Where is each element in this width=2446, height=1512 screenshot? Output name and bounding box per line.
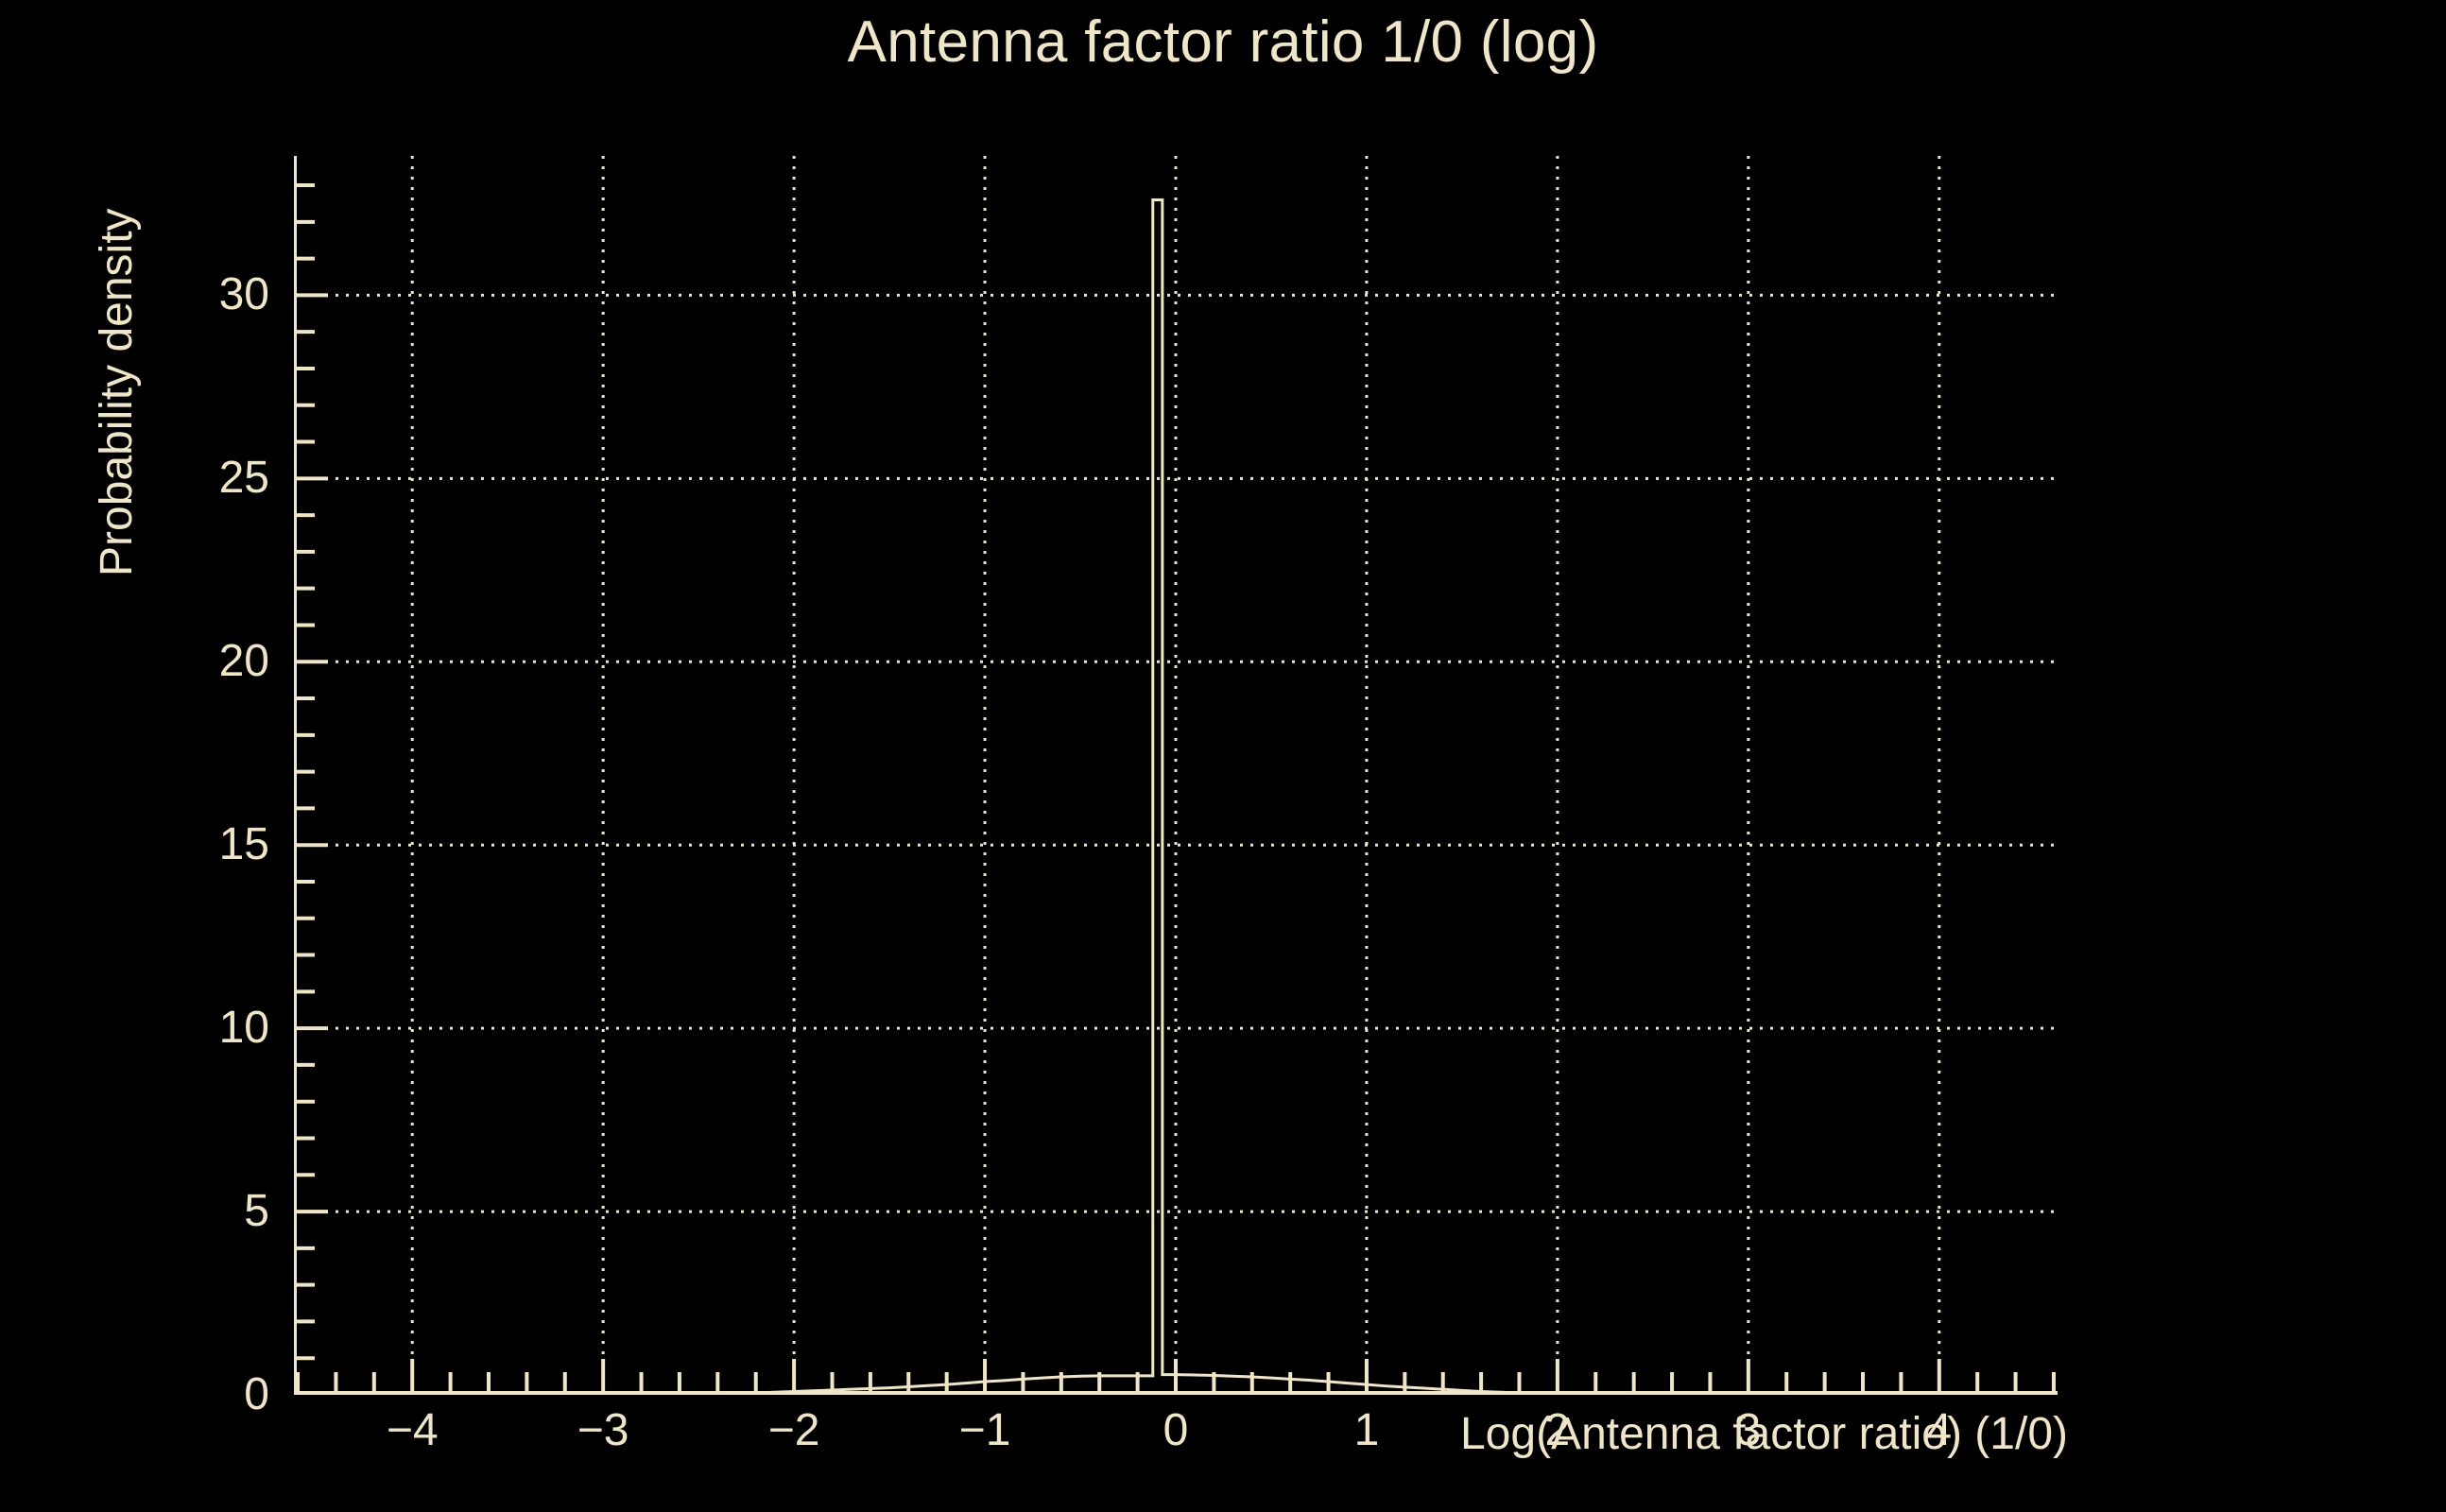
x-tick-label: −4: [386, 1405, 439, 1455]
data-series-0: [294, 198, 2058, 1395]
page-title: Antenna factor ratio 1/0 (log): [847, 9, 1599, 75]
x-tick-label: −3: [577, 1405, 629, 1455]
y-tick-label: 10: [218, 1003, 269, 1054]
y-tick-label: 0: [244, 1369, 269, 1419]
plot-area: [294, 156, 2058, 1395]
y-tick-label: 15: [218, 819, 269, 870]
axis-ticks: [295, 183, 2056, 1395]
x-tick-label: 4: [1926, 1405, 1953, 1455]
x-tick-label: 2: [1544, 1405, 1571, 1455]
x-tick-label: 3: [1735, 1405, 1762, 1455]
y-tick-label: 5: [244, 1186, 269, 1237]
y-tick-label: 30: [218, 269, 269, 320]
x-tick-label: 1: [1353, 1405, 1380, 1455]
plot-svg: [294, 156, 2058, 1395]
y-tick-label: 25: [218, 453, 269, 504]
x-tick-label: −1: [958, 1405, 1011, 1455]
y-axis-title: Probability density: [92, 208, 142, 576]
x-axis-title: Log(Antenna factor ratio) (1/0): [1459, 1409, 2068, 1459]
axis-lines: [294, 156, 2058, 1395]
x-tick-label: −2: [767, 1405, 820, 1455]
y-tick-label: 20: [218, 636, 269, 687]
grid-lines: [294, 156, 2058, 1395]
x-tick-label: 0: [1163, 1405, 1189, 1455]
